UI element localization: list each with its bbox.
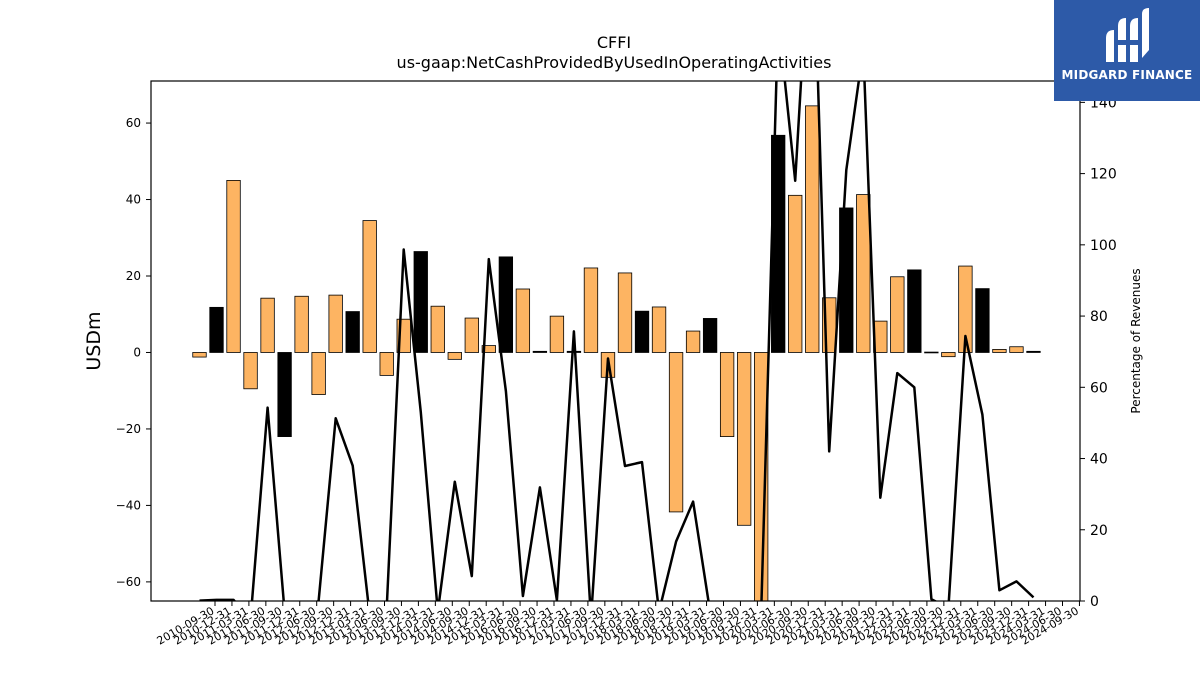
bar-26 [634, 310, 650, 353]
line-series [199, 81, 1035, 601]
bar-19 [515, 288, 531, 353]
bar-1 [209, 306, 224, 353]
y2-tick-label: 100 [1090, 238, 1117, 254]
y-tick-label: 0 [133, 345, 141, 359]
bar-7 [311, 352, 326, 395]
bar-3 [243, 352, 258, 390]
chart-subtitle: us-gaap:NetCashProvidedByUsedInOperating… [397, 53, 832, 72]
bar-5 [277, 352, 292, 437]
bar-32 [736, 352, 752, 526]
y2-tick-label: 80 [1090, 309, 1108, 325]
bar-46 [975, 288, 990, 353]
bar-2 [226, 180, 241, 353]
bar-21 [549, 315, 565, 353]
bar-30 [702, 318, 718, 353]
bar-25 [617, 272, 633, 353]
logo-mark-icon [1106, 8, 1149, 62]
bar-14 [430, 305, 445, 353]
bar-33 [754, 352, 769, 601]
y-axis-label: USDm [83, 311, 105, 370]
bar-29 [685, 330, 701, 353]
bar-36 [805, 105, 820, 353]
bar-35 [788, 194, 803, 353]
bar-0 [192, 352, 207, 358]
bar-15 [447, 352, 462, 360]
percentage-line [199, 81, 1035, 601]
y-tick-label: 20 [126, 269, 141, 283]
y-tick-label: 60 [126, 116, 141, 130]
y-axis-ticks: −60 −40 −20 0 20 40 60 [116, 116, 151, 589]
bar-13 [413, 251, 428, 353]
bar-43 [924, 351, 939, 354]
bar-6 [294, 295, 309, 353]
bar-49 [1026, 350, 1041, 353]
bar-8 [328, 294, 343, 353]
bar-10 [362, 220, 377, 353]
bar-47 [992, 349, 1007, 353]
bar-28 [668, 352, 684, 513]
bar-27 [651, 306, 667, 353]
bar-17 [481, 345, 496, 353]
chart-title: CFFI [597, 33, 631, 52]
bar-41 [890, 276, 905, 353]
y2-axis-label: Percentage of Revenues [1129, 268, 1143, 413]
bar-23 [583, 267, 599, 353]
y2-tick-label: 60 [1090, 380, 1108, 396]
y2-tick-label: 0 [1090, 594, 1099, 610]
bar-31 [719, 352, 735, 437]
bar-44 [941, 352, 956, 358]
y-tick-label: −60 [116, 575, 141, 589]
bar-20 [532, 350, 548, 353]
bar-39 [856, 194, 871, 353]
bar-16 [464, 317, 479, 353]
bar-42 [907, 269, 922, 353]
y2-tick-label: 20 [1090, 523, 1108, 539]
y-tick-label: 40 [126, 193, 141, 207]
y2-tick-label: 40 [1090, 452, 1108, 468]
plot-frame [150, 80, 1081, 602]
y2-tick-label: 120 [1090, 167, 1117, 183]
y-tick-label: −20 [116, 422, 141, 436]
logo-text: MIDGARD FINANCE [1061, 68, 1193, 82]
bar-11 [379, 352, 394, 376]
midgard-finance-logo: MIDGARD FINANCE [1054, 0, 1200, 101]
bar-series [192, 105, 1041, 601]
bar-18 [498, 256, 514, 353]
bar-9 [345, 311, 360, 353]
x-axis-ticks: 2010-09-302010-12-312011-03-312011-06-30… [155, 601, 1081, 648]
y-tick-label: −40 [116, 498, 141, 512]
bar-48 [1009, 346, 1024, 353]
bar-4 [260, 297, 275, 353]
